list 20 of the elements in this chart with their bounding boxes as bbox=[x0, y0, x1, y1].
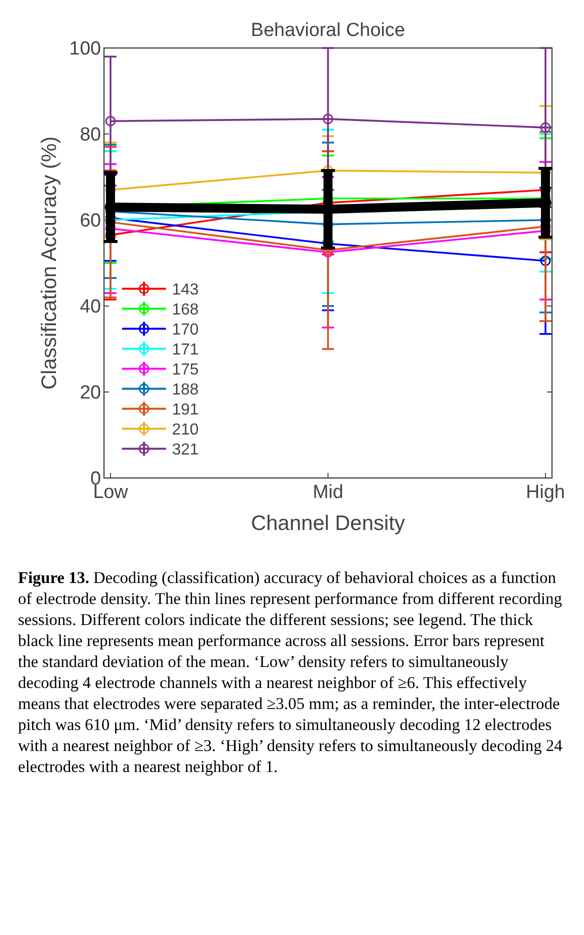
y-tick-label: 20 bbox=[80, 382, 101, 404]
y-tick-label: 80 bbox=[80, 124, 101, 146]
x-tick-label: Mid bbox=[312, 482, 344, 503]
y-tick-label: 100 bbox=[69, 38, 101, 60]
legend-label: 210 bbox=[172, 421, 199, 438]
text: Figure 13. Decoding (classification) accuracy of behavioral choices as a function of electrode density. The thin lines represent performance from different recording sessions. Different colors indicate the different sessions; see legend. The thick black line represents mean performance across all sessions. Error bars represent the standard deviation of the mean. ‘Low’ density refers to simultaneously decoding 4 electrode channels with a nearest neighbor of ≥6. This effectively means that electrodes were separated ≥3.05 mm; as a reminder, the inter-electrode pitch was 610 μm. ‘Mid’ density refers to simultaneously decoding 12 electrodes with a nearest neighbor of ≥3. ‘High’ density refers to simultaneously decoding 24 electrodes with a nearest neighbor of 1. bbox=[18, 568, 562, 776]
y-axis-title: Classification Accuracy (%) bbox=[38, 136, 61, 390]
y-tick-label: 60 bbox=[80, 210, 101, 232]
legend-label: 143 bbox=[172, 281, 199, 298]
y-tick-label: 40 bbox=[80, 296, 101, 318]
legend-label: 321 bbox=[172, 441, 199, 458]
legend-label: 171 bbox=[172, 341, 199, 358]
legend-label: 191 bbox=[172, 401, 199, 418]
chart-title: Behavioral Choice bbox=[250, 20, 406, 41]
x-axis-title: Channel Density bbox=[250, 512, 406, 535]
x-tick-label: High bbox=[526, 482, 566, 503]
legend-label: 188 bbox=[172, 381, 199, 398]
legend-label: 170 bbox=[172, 321, 199, 338]
legend-label: 175 bbox=[172, 361, 199, 378]
legend-label: 168 bbox=[172, 301, 199, 318]
